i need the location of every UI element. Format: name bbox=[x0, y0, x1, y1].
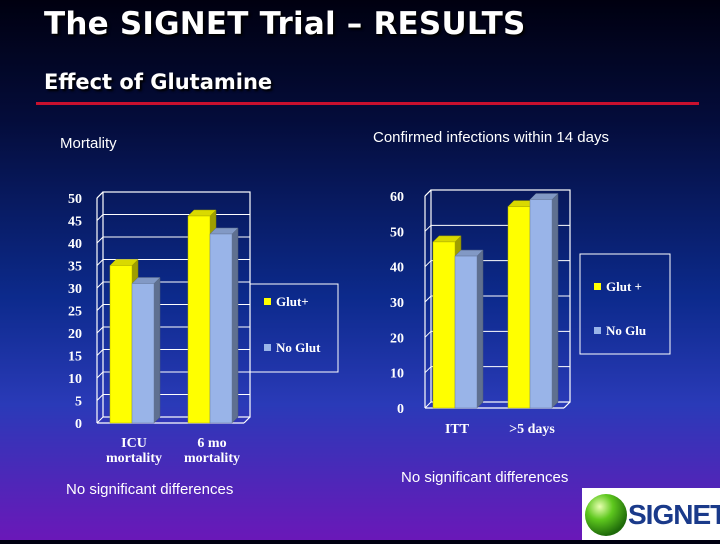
chart2-title: Confirmed infections within 14 days bbox=[373, 129, 609, 146]
chart1-bar-noglut-1 bbox=[131, 283, 155, 424]
chart1-x-tick-label: 6 mo bbox=[197, 436, 226, 451]
chart2-y-tick-label: 60 bbox=[390, 190, 404, 205]
chart2-x-tick-label: ITT bbox=[445, 422, 470, 437]
chart1-y-tick-label: 40 bbox=[68, 237, 82, 252]
chart2-grid-diag bbox=[424, 295, 432, 303]
chart1-grid-diag bbox=[96, 236, 104, 244]
chart1-x-tick-label: mortality bbox=[106, 451, 162, 466]
slide-subtitle: Effect of Glutamine bbox=[44, 70, 273, 94]
chart2-y-tick-label: 20 bbox=[390, 331, 404, 346]
chart1-legend-swatch bbox=[264, 344, 271, 351]
signet-logo: SIGNET bbox=[582, 488, 720, 540]
chart2-legend-label: Glut + bbox=[606, 279, 642, 294]
chart1-grid-diag bbox=[96, 349, 104, 356]
chart1-grid-diag bbox=[96, 394, 104, 401]
chart1-legend-label: Glut+ bbox=[276, 294, 309, 309]
chart1-y-tick-label: 5 bbox=[75, 395, 82, 410]
chart1-y-tick-label: 15 bbox=[68, 350, 82, 365]
chart2-y-tick-label: 40 bbox=[390, 261, 404, 276]
chart1-y-tick-label: 0 bbox=[75, 417, 82, 432]
chart2-x-tick-label: >5 days bbox=[509, 422, 555, 437]
chart1-grid-diag bbox=[96, 191, 104, 199]
chart1-y-tick-label: 50 bbox=[68, 192, 82, 207]
chart2-legend-label: No Glu bbox=[606, 323, 646, 338]
title-underline bbox=[36, 102, 699, 105]
chart1-note: No significant differences bbox=[66, 481, 234, 498]
chart2-grid-diag bbox=[424, 366, 432, 374]
chart2-grid-diag bbox=[424, 401, 432, 409]
chart2-note: No significant differences bbox=[401, 469, 569, 486]
chart2-grid-diag bbox=[424, 330, 432, 338]
chart1-x-tick-label: ICU bbox=[121, 436, 147, 451]
chart2-bar-glut-1 bbox=[432, 241, 456, 409]
chart2-bar-noglut-1 bbox=[454, 255, 478, 409]
chart2-y-tick-label: 0 bbox=[397, 402, 404, 417]
chart1-y-tick-label: 20 bbox=[68, 327, 82, 342]
chart1-y-tick-label: 25 bbox=[68, 305, 82, 320]
chart1-grid-diag bbox=[96, 214, 104, 221]
chart2-y-tick-label: 30 bbox=[390, 296, 404, 311]
chart1-grid-diag bbox=[96, 371, 104, 379]
chart1-floor-edge bbox=[243, 416, 251, 424]
chart2-grid-diag bbox=[424, 260, 432, 268]
chart1-bar-side bbox=[153, 276, 161, 424]
chart1-bar-glut-2 bbox=[187, 215, 211, 424]
chart2-bar-side bbox=[476, 249, 484, 409]
logo-text: SIGNET bbox=[628, 499, 720, 530]
chart2-legend-box bbox=[579, 253, 671, 355]
chart2-grid-diag bbox=[424, 224, 432, 232]
chart1-grid-diag bbox=[96, 416, 104, 424]
chart1-legend-box bbox=[249, 283, 339, 373]
chart2-floor-edge bbox=[563, 401, 571, 409]
chart1-grid-diag bbox=[96, 326, 104, 334]
chart1-bar-noglut-2 bbox=[209, 233, 233, 424]
chart1-grid-diag bbox=[96, 259, 104, 266]
chart1-grid-diag bbox=[96, 304, 104, 311]
chart2-bar-noglut-2 bbox=[529, 199, 553, 409]
chart1-y-tick-label: 30 bbox=[68, 282, 82, 297]
chart2-bar-glut-2 bbox=[507, 206, 531, 409]
logo-sphere-icon bbox=[585, 494, 627, 536]
chart1-title: Mortality bbox=[60, 135, 117, 152]
chart2-legend-swatch bbox=[594, 283, 601, 290]
chart2-grid-diag bbox=[424, 189, 432, 197]
chart1-legend-label: No Glut bbox=[276, 340, 321, 355]
chart1-grid-diag bbox=[96, 281, 104, 289]
chart1-y-tick-label: 45 bbox=[68, 215, 82, 230]
chart1-y-tick-label: 10 bbox=[68, 372, 82, 387]
chart2-y-tick-label: 50 bbox=[390, 225, 404, 240]
chart1-bar-glut-1 bbox=[109, 265, 133, 424]
chart2-legend-swatch bbox=[594, 327, 601, 334]
chart2-bar-side bbox=[551, 192, 559, 409]
chart1-bar-side bbox=[231, 227, 239, 424]
chart1-x-tick-label: mortality bbox=[184, 451, 240, 466]
slide-title: The SIGNET Trial – RESULTS bbox=[44, 6, 526, 42]
chart1-legend-swatch bbox=[264, 298, 271, 305]
chart1-y-tick-label: 35 bbox=[68, 260, 82, 275]
chart2-y-tick-label: 10 bbox=[390, 367, 404, 382]
